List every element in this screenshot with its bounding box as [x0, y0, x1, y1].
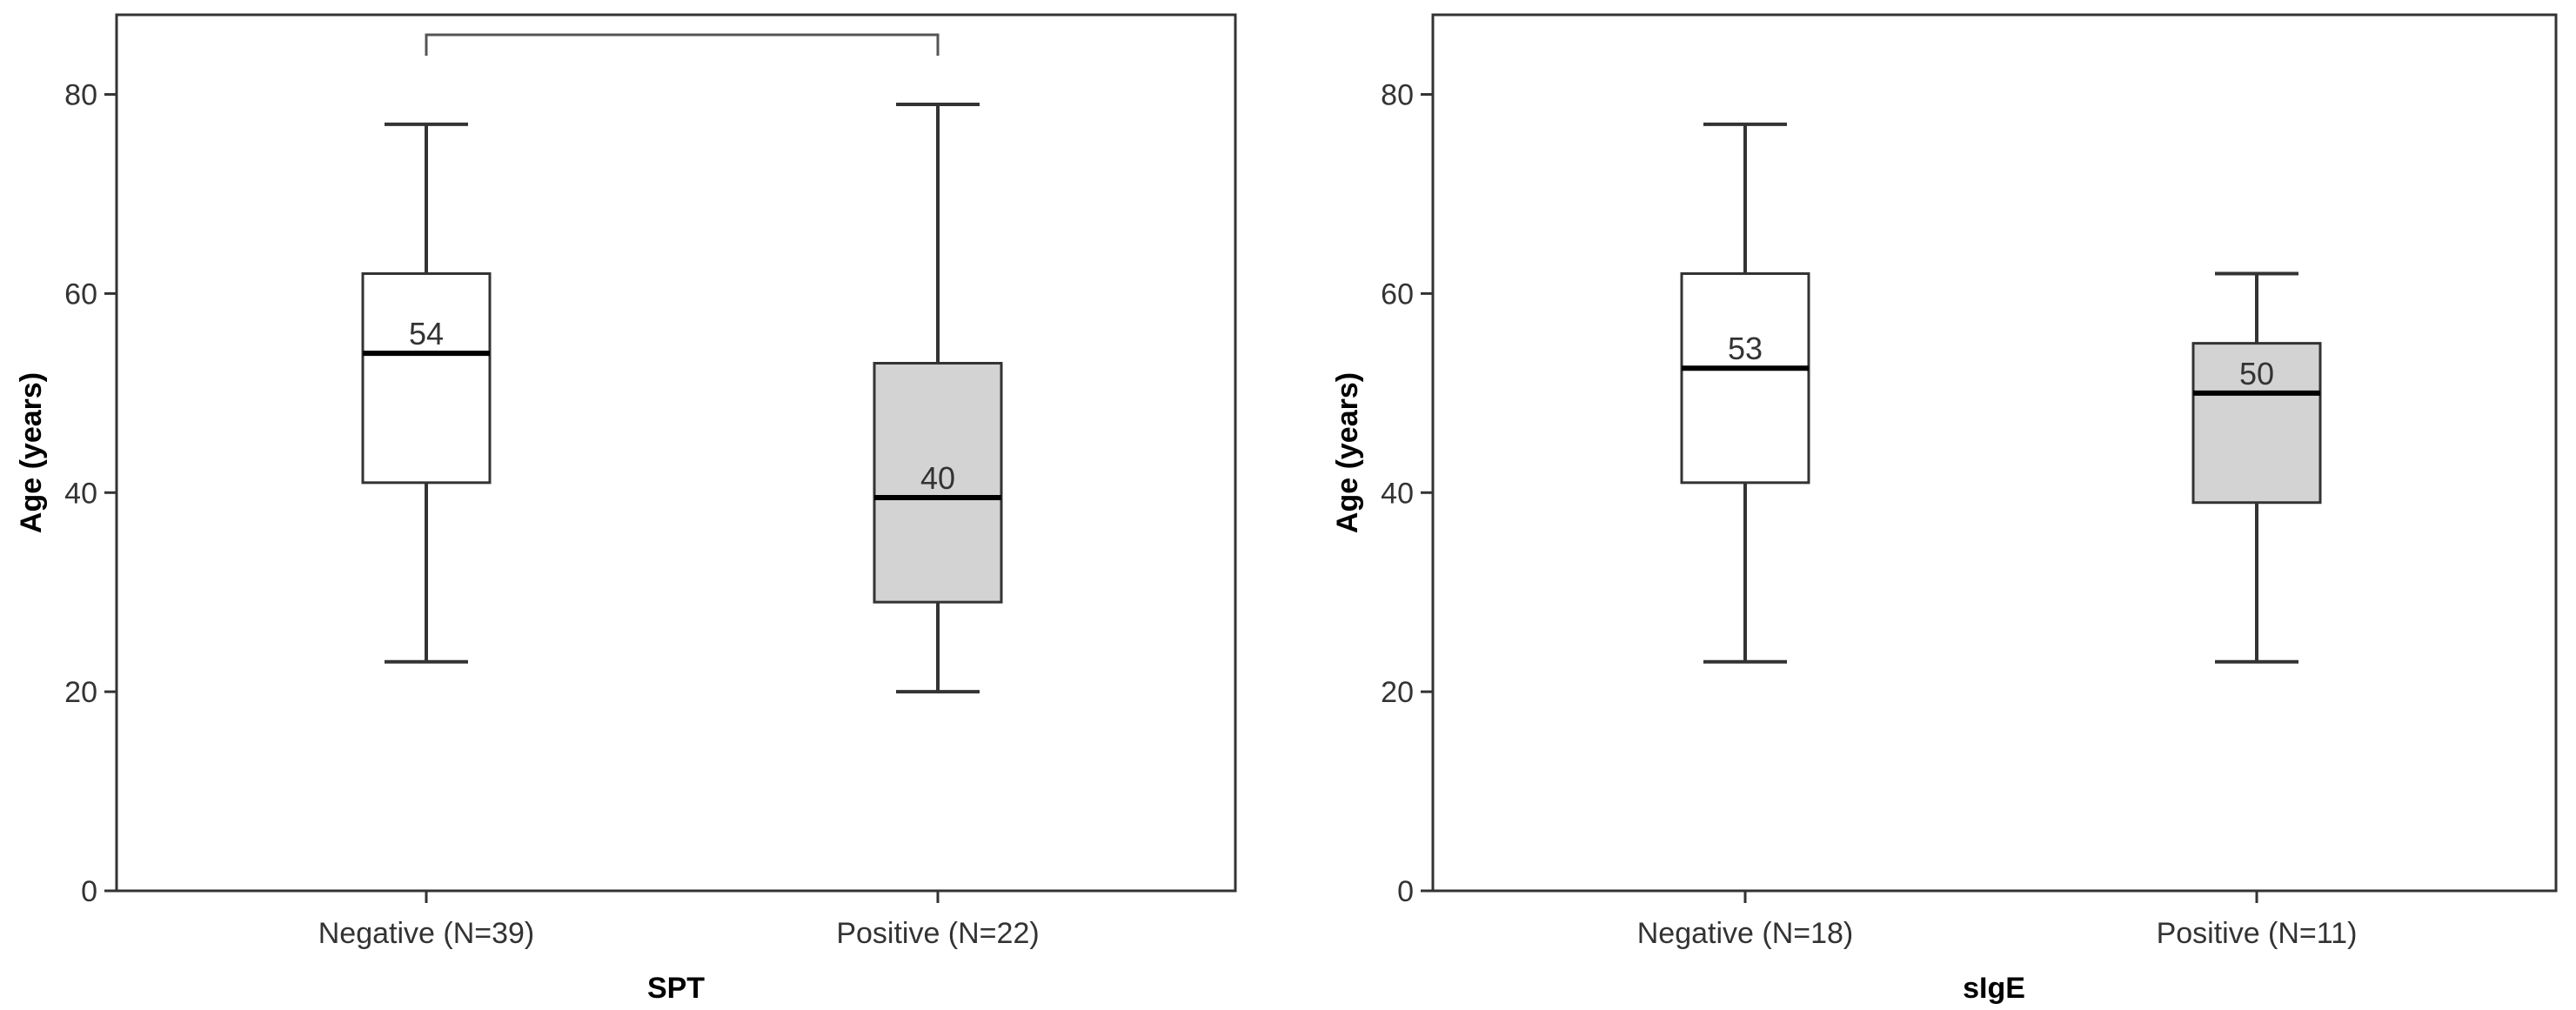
median-label: 50: [2239, 356, 2274, 391]
y-axis-title: Age (years): [15, 372, 48, 533]
x-axis-title: sIgE: [1963, 972, 2025, 1005]
significance-bracket: [425, 33, 940, 56]
box-plot-positive: 40: [873, 102, 1003, 694]
plot-area: [1431, 13, 2558, 893]
x-category-label: Positive (N=11): [2157, 917, 2358, 950]
chart-panel-spt: 0 20 40 60 80 Negative (N=39) Positive (N=22) A…: [15, 13, 1237, 1005]
chart-panel-sige: 0 20 40 60 80 Negative (N=18) Positive (N=11) A…: [1331, 13, 2558, 1005]
y-tick-label: 60: [64, 278, 97, 311]
x-axis-title: SPT: [647, 972, 705, 1005]
box-plot-negative: 53: [1680, 122, 1810, 664]
interquartile-box: [1680, 272, 1810, 485]
y-tick-label: 40: [1381, 477, 1414, 510]
x-category-label: Positive (N=22): [836, 917, 1039, 950]
interquartile-box: [361, 272, 492, 485]
y-tick-label: 40: [64, 477, 97, 510]
y-tick-label: 80: [64, 79, 97, 112]
median-label: 54: [409, 316, 444, 351]
box-plot-negative: 54: [361, 122, 492, 664]
x-category-label: Negative (N=18): [1637, 917, 1854, 950]
y-tick-label: 0: [81, 875, 97, 908]
y-axis-title: Age (years): [1331, 372, 1364, 533]
y-tick-label: 20: [1381, 676, 1414, 709]
y-tick-label: 60: [1381, 278, 1414, 311]
x-category-label: Negative (N=39): [318, 917, 535, 950]
y-tick-label: 80: [1381, 79, 1414, 112]
interquartile-box: [2191, 342, 2322, 505]
y-tick-label: 0: [1397, 875, 1414, 908]
y-tick-label: 20: [64, 676, 97, 709]
box-plot-positive: 50: [2191, 271, 2322, 664]
plot-area: [115, 13, 1237, 893]
interquartile-box: [873, 362, 1003, 604]
median-label: 40: [920, 460, 955, 496]
median-label: 53: [1728, 331, 1763, 366]
